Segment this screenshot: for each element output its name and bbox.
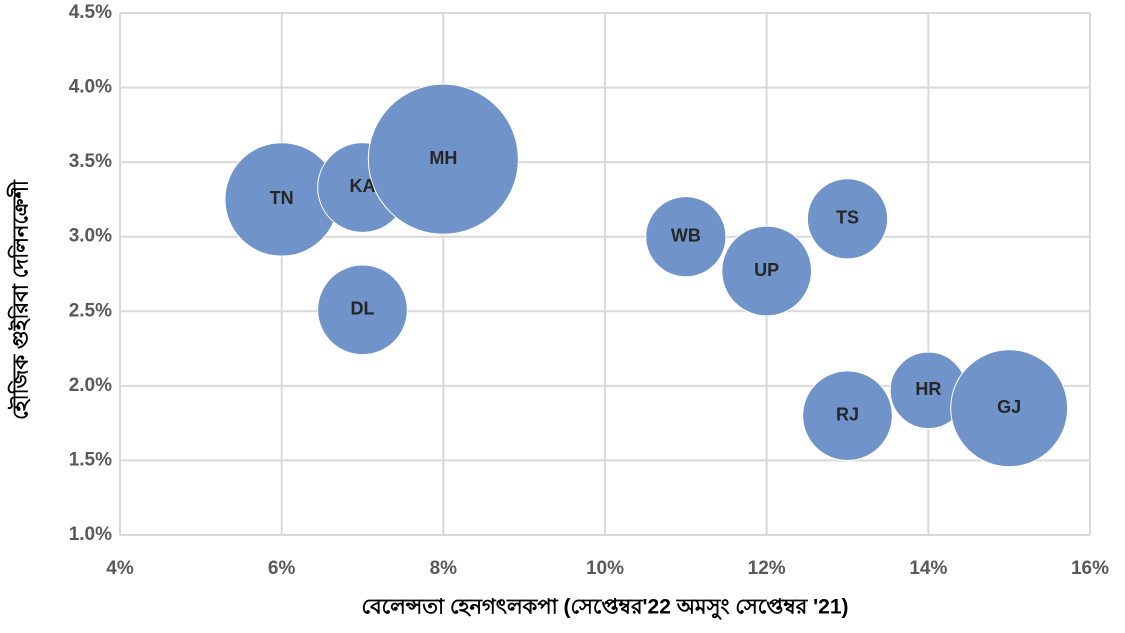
y-tick-label: 4.0% [69,77,112,98]
bubble-label: GJ [997,397,1021,417]
bubble [806,178,889,260]
x-tick-label: 10% [586,558,624,579]
bubble-label: DL [351,299,375,319]
bubble-label: RJ [836,404,859,424]
y-tick-label: 2.5% [69,300,112,321]
bubble [950,349,1069,468]
bubble-label: WB [671,225,701,245]
bubble-label: HR [915,379,941,399]
x-tick-label: 8% [430,558,458,579]
bubble [367,83,519,235]
bubble-label: TS [836,208,859,228]
x-axis-label: বেলেন্সতা হেনগৎলকপা (সেপ্তেম্বর'22 অমসুং… [361,596,848,620]
y-axis-label: হৌজিক গুইরিবা দেলিনক্রেশী [7,179,33,420]
bubble [721,225,812,317]
y-tick-label: 3.0% [69,226,112,247]
x-tick-label: 6% [268,558,296,579]
bubble [802,370,893,462]
x-tick-label: 14% [909,558,947,579]
bubble-label: MH [429,148,457,168]
x-tick-label: 4% [106,558,134,579]
bubble-label: KA [350,176,376,196]
y-tick-label: 1.0% [69,524,112,545]
bubble-label: UP [754,260,779,280]
y-tick-label: 4.5% [69,2,112,23]
bubble-label: TN [270,188,294,208]
y-tick-label: 3.5% [69,151,112,172]
y-tick-label: 1.5% [69,449,112,470]
bubble [317,264,408,356]
bubble [645,196,727,278]
x-tick-label: 16% [1071,558,1109,579]
x-tick-label: 12% [748,558,786,579]
y-tick-label: 2.0% [69,375,112,396]
